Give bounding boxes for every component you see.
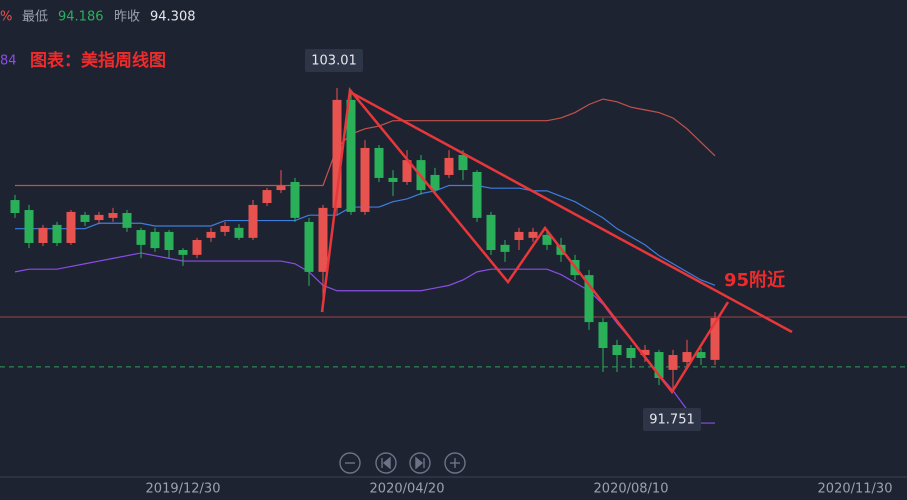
candle-body <box>66 211 76 243</box>
candle-body <box>500 244 510 252</box>
candle-body <box>430 174 440 191</box>
candle-body <box>346 99 356 212</box>
zoom-in-button[interactable] <box>444 452 466 474</box>
candle-body <box>248 204 258 238</box>
candle-body <box>206 231 216 238</box>
candle-body <box>24 210 34 243</box>
candle-body <box>514 231 524 241</box>
zigzag-line <box>320 86 730 395</box>
candle-body <box>304 221 314 272</box>
candle-body <box>234 227 244 238</box>
x-tick-label: 2020/04/20 <box>370 482 445 497</box>
candle-body <box>122 213 132 228</box>
candle-body <box>710 318 720 360</box>
candle-body <box>360 147 370 212</box>
candle-body <box>332 99 342 208</box>
chart-title: 图表：美指周线图 <box>30 50 166 71</box>
candle-body <box>192 240 202 255</box>
candle-body <box>290 181 300 218</box>
candle-body <box>164 231 174 250</box>
candle-body <box>178 250 188 255</box>
tooltip-box <box>643 408 701 431</box>
annotation: 95附近 <box>724 269 785 291</box>
x-tick-label: 2019/12/30 <box>146 482 221 497</box>
candle-body <box>486 214 496 250</box>
candle-body <box>94 214 104 221</box>
low-label: 最低 <box>22 10 48 25</box>
plot-area: 2019/12/30 2020/04/20 2020/08/10 2020/11/30 <box>0 88 907 497</box>
candle-body <box>402 160 412 182</box>
indicator-value: 84 <box>0 54 17 69</box>
x-tick-label: 2020/11/30 <box>818 482 893 497</box>
candle-body <box>318 207 328 272</box>
candle-body <box>52 224 62 243</box>
candle-body <box>388 177 398 182</box>
next-button[interactable] <box>409 452 431 474</box>
candle-body <box>262 190 272 204</box>
candle-body <box>542 234 552 245</box>
candle-body <box>10 200 20 214</box>
trend-line <box>349 90 793 334</box>
candle-body <box>80 214 90 222</box>
zoom-out-button[interactable] <box>339 452 361 474</box>
candle-body <box>682 352 692 363</box>
low-tooltip: 91.751 <box>643 408 701 431</box>
percent-sign: % <box>0 10 12 25</box>
candle-body <box>276 186 286 191</box>
low-label: 91.751 <box>649 413 695 428</box>
high-tooltip: 103.01 <box>305 49 363 72</box>
candle-body <box>640 349 650 356</box>
candle-body <box>108 213 118 218</box>
trend-drawing <box>320 86 793 395</box>
x-tick-label: 2020/08/10 <box>594 482 669 497</box>
candle-body <box>528 231 538 238</box>
candle-body <box>668 355 678 370</box>
tooltip-box <box>305 49 363 72</box>
prev-close-value: 94.308 <box>150 10 196 25</box>
prev-close-label: 昨收 <box>114 10 140 25</box>
band-line <box>15 98 716 187</box>
candle-body <box>374 147 384 178</box>
candle-body <box>444 157 454 175</box>
candle-body <box>220 225 230 232</box>
candle-body <box>150 231 160 249</box>
candle-body <box>38 227 48 243</box>
prev-button[interactable] <box>375 452 397 474</box>
candle-body <box>696 352 706 358</box>
candle-body <box>654 352 664 378</box>
low-value: 94.186 <box>58 10 104 25</box>
candle-body <box>626 348 636 358</box>
band-line <box>14 252 715 424</box>
candle-body <box>458 154 468 171</box>
candle-body <box>472 171 482 218</box>
candle-body <box>612 345 622 356</box>
candle-body <box>584 275 594 323</box>
high-label: 103.01 <box>311 54 357 69</box>
candle-body <box>598 322 608 349</box>
candle-body <box>136 230 146 245</box>
